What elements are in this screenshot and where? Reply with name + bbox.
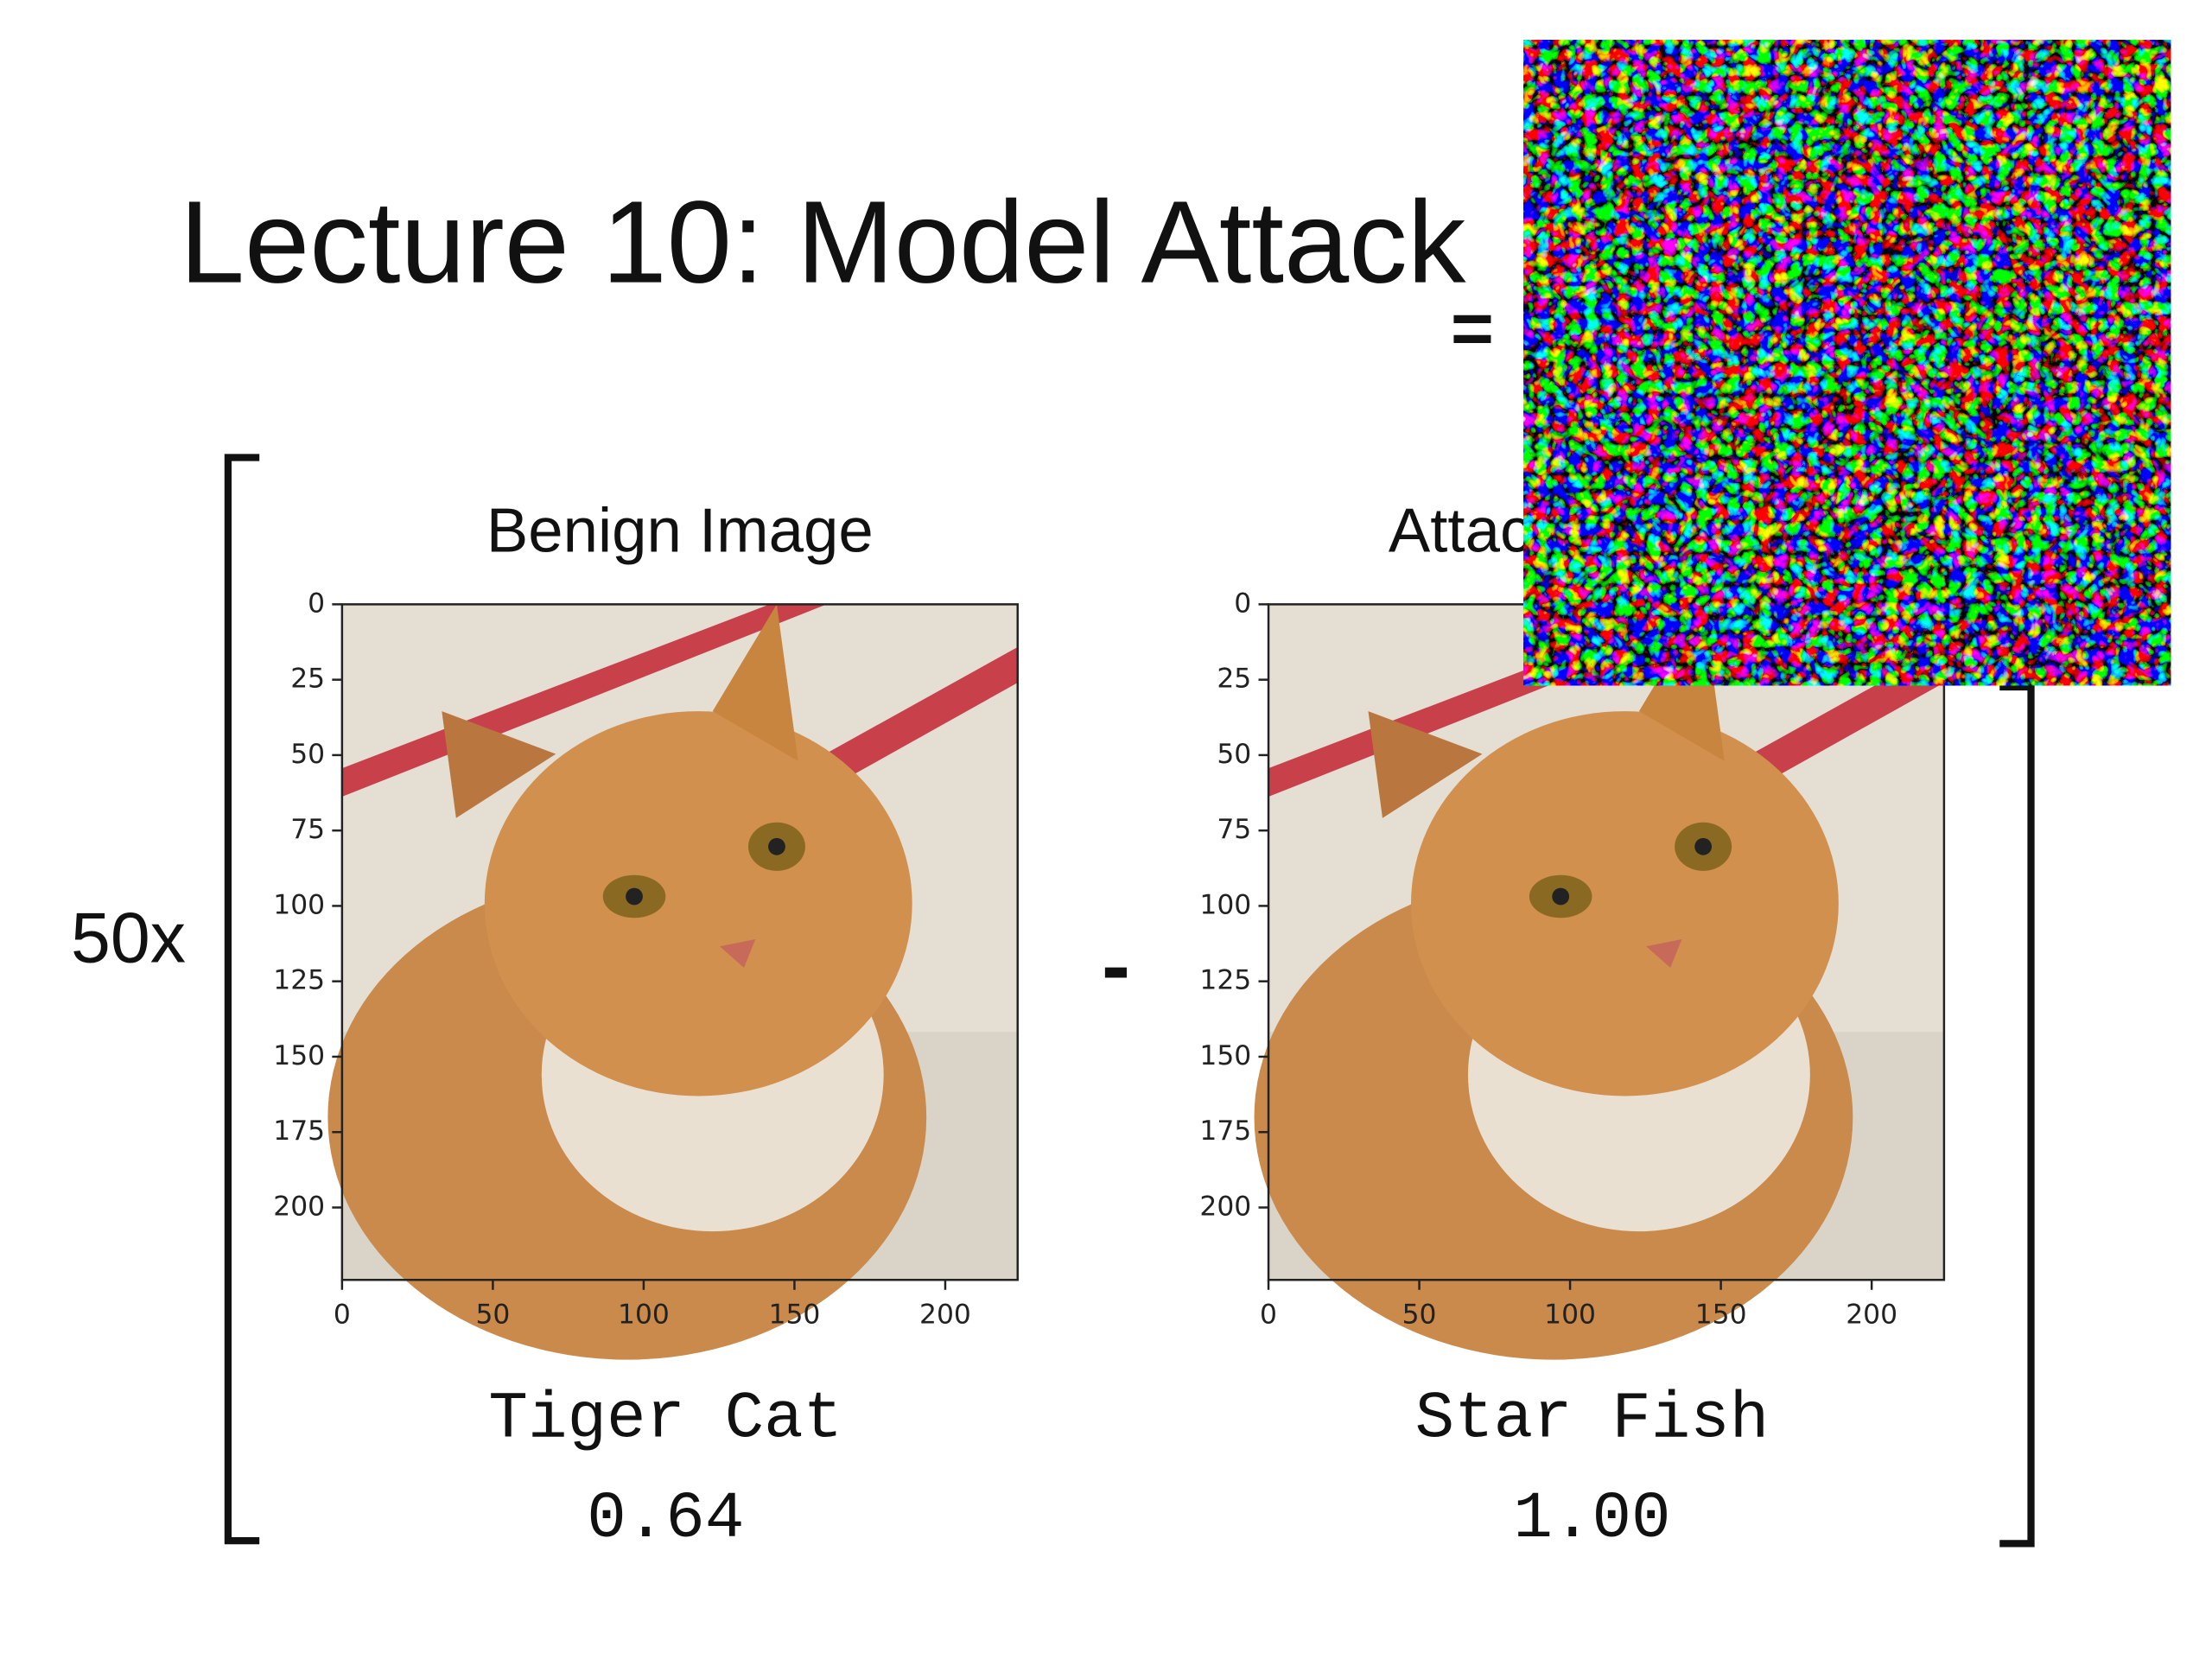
x-tick-label: 100	[1544, 1299, 1596, 1330]
confidence-label: 0.64	[587, 1482, 744, 1556]
prediction-label: Tiger Cat	[488, 1382, 842, 1457]
y-tick-label: 125	[273, 965, 325, 996]
y-tick-label: 150	[273, 1040, 325, 1071]
confidence-label: 1.00	[1513, 1482, 1670, 1556]
y-tick-label: 0	[308, 588, 325, 619]
y-tick-label: 200	[1199, 1191, 1251, 1222]
y-tick-label: 75	[1217, 814, 1251, 845]
x-tick-label: 0	[334, 1299, 351, 1330]
x-tick-label: 0	[1260, 1299, 1277, 1330]
y-tick-label: 0	[1234, 588, 1251, 619]
y-tick-label: 50	[1217, 739, 1251, 770]
y-tick-label: 25	[290, 664, 325, 695]
multiplier: 50x	[71, 898, 186, 977]
right-bracket	[1999, 683, 2035, 1548]
panel-title: Benign Image	[486, 495, 874, 565]
y-tick-label: 25	[1217, 664, 1251, 695]
x-tick-label: 50	[1402, 1299, 1437, 1330]
y-tick-label: 75	[290, 814, 325, 845]
x-tick-label: 100	[618, 1299, 670, 1330]
y-tick-label: 50	[290, 739, 325, 770]
y-tick-label: 175	[1199, 1116, 1251, 1147]
minus-sign: -	[1102, 917, 1130, 1013]
x-tick-label: 150	[1695, 1299, 1747, 1330]
y-tick-label: 125	[1199, 965, 1251, 996]
panels: Benign Image 0 25 50 75 100 125 150 175 200 0 50 100…	[273, 495, 1946, 1556]
cat-image	[1254, 604, 1944, 1360]
x-tick-label: 200	[1846, 1299, 1897, 1330]
y-tick-label: 100	[273, 889, 325, 920]
prediction-label: Star Fish	[1415, 1382, 1770, 1457]
slide-title: Lecture 10: Model Attack	[180, 177, 1466, 308]
perturbation-noise-texture	[1523, 40, 2171, 686]
left-bracket	[224, 454, 260, 1545]
equals-sign: =	[1451, 287, 1494, 370]
x-tick-label: 200	[919, 1299, 971, 1330]
x-tick-label: 150	[769, 1299, 821, 1330]
y-tick-label: 200	[273, 1191, 325, 1222]
y-tick-label: 175	[273, 1116, 325, 1147]
plot-frame	[340, 603, 1019, 1281]
y-tick-label: 150	[1199, 1040, 1251, 1071]
x-tick-label: 50	[475, 1299, 510, 1330]
cat-image	[327, 604, 1018, 1360]
y-tick-label: 100	[1199, 889, 1251, 920]
